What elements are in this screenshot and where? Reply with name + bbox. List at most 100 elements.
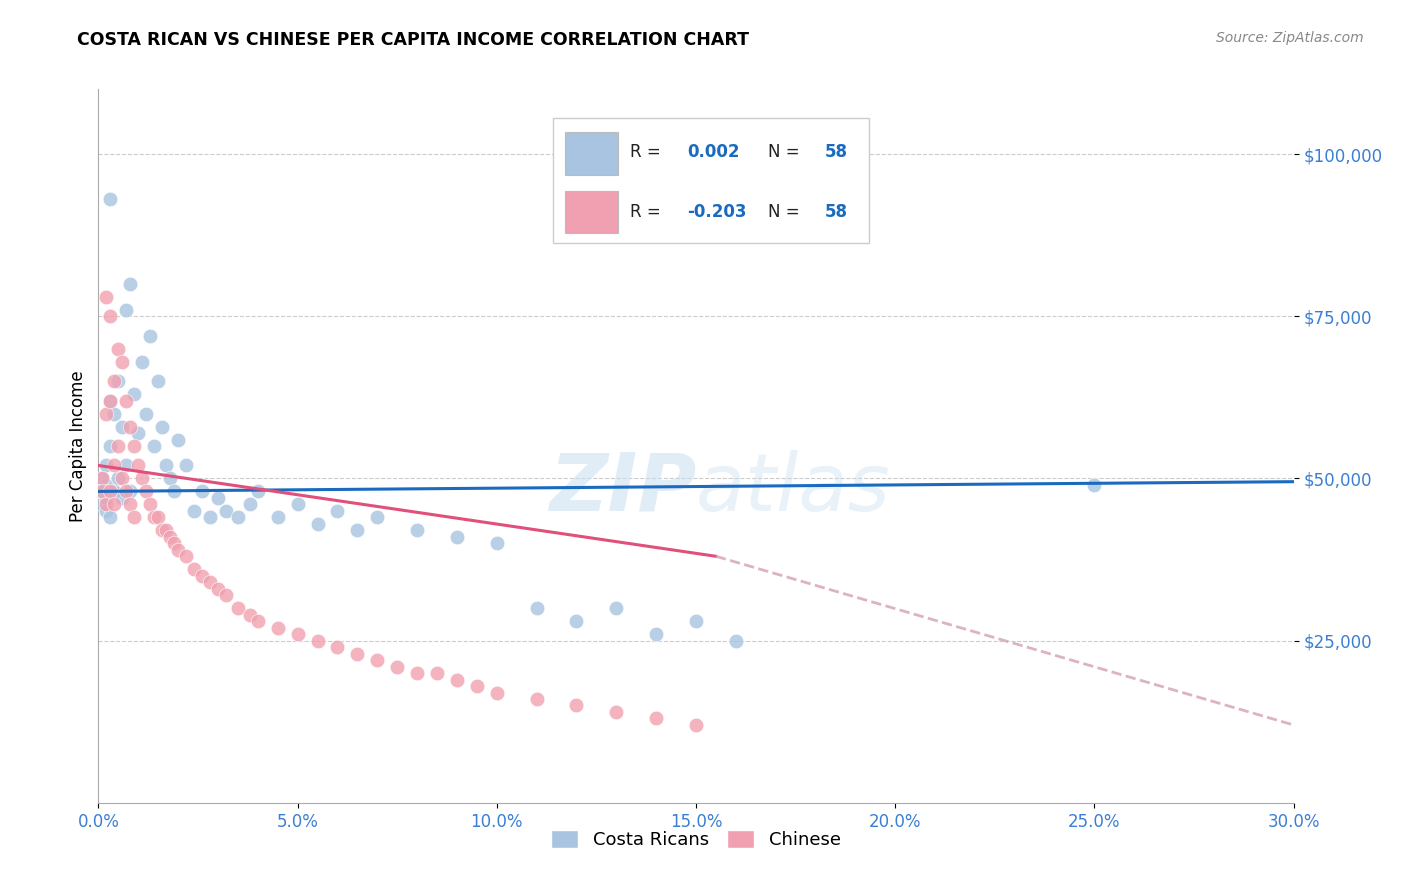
Point [96, 491, 118, 505]
Point [163, 484, 186, 499]
Point [163, 536, 186, 550]
Point [685, 718, 707, 732]
Text: 58: 58 [825, 143, 848, 161]
Text: R =: R = [630, 143, 666, 161]
Point [111, 491, 134, 505]
Point [115, 458, 138, 473]
Point [385, 659, 409, 673]
Point [148, 374, 170, 388]
Legend: Costa Ricans, Chinese: Costa Ricans, Chinese [543, 821, 849, 858]
Point [207, 582, 229, 596]
Point [98, 193, 122, 207]
Point [96, 407, 118, 421]
Point [96, 478, 118, 492]
Text: N =: N = [768, 143, 804, 161]
Point [485, 685, 508, 699]
Point [103, 458, 125, 473]
Point [159, 530, 181, 544]
Point [446, 673, 468, 687]
Point [226, 510, 249, 524]
Point [127, 425, 149, 440]
Point [239, 497, 262, 511]
Point [111, 354, 134, 368]
Point [103, 484, 125, 499]
Text: Source: ZipAtlas.com: Source: ZipAtlas.com [1216, 31, 1364, 45]
Point [326, 504, 349, 518]
Point [207, 491, 229, 505]
Point [215, 588, 238, 602]
Point [148, 510, 170, 524]
Point [645, 627, 668, 641]
Point [96, 497, 118, 511]
Point [446, 530, 468, 544]
Point [1083, 478, 1105, 492]
Point [465, 679, 488, 693]
Point [406, 666, 429, 681]
Point [307, 633, 329, 648]
Point [326, 640, 349, 654]
Point [565, 698, 588, 713]
Point [191, 484, 214, 499]
Point [605, 601, 627, 615]
Point [183, 504, 205, 518]
Point [526, 601, 548, 615]
Point [111, 471, 134, 485]
Point [135, 407, 157, 421]
Point [107, 374, 129, 388]
Point [526, 692, 548, 706]
Point [96, 458, 118, 473]
Point [91, 497, 114, 511]
Point [406, 524, 429, 538]
Point [98, 393, 122, 408]
Point [366, 653, 388, 667]
Point [96, 504, 118, 518]
Point [107, 342, 129, 356]
Point [107, 471, 129, 485]
Point [198, 510, 221, 524]
Point [120, 277, 142, 291]
Point [91, 471, 114, 485]
Point [267, 621, 290, 635]
Point [98, 439, 122, 453]
Point [103, 407, 125, 421]
Point [267, 510, 290, 524]
Point [565, 614, 588, 628]
Point [103, 374, 125, 388]
Point [98, 510, 122, 524]
Point [159, 471, 181, 485]
Point [167, 433, 190, 447]
Point [287, 497, 309, 511]
Point [485, 536, 508, 550]
Point [191, 568, 214, 582]
Point [115, 393, 138, 408]
Point [685, 614, 707, 628]
Point [226, 601, 249, 615]
Text: COSTA RICAN VS CHINESE PER CAPITA INCOME CORRELATION CHART: COSTA RICAN VS CHINESE PER CAPITA INCOME… [77, 31, 749, 49]
Y-axis label: Per Capita Income: Per Capita Income [69, 370, 87, 522]
Point [150, 419, 173, 434]
Point [215, 504, 238, 518]
Point [127, 458, 149, 473]
Text: N =: N = [768, 203, 804, 221]
Point [120, 497, 142, 511]
Point [107, 439, 129, 453]
Point [124, 510, 146, 524]
Point [346, 647, 368, 661]
Point [96, 290, 118, 304]
Point [103, 497, 125, 511]
Point [98, 310, 122, 324]
Point [131, 354, 153, 368]
Point [120, 419, 142, 434]
Point [115, 302, 138, 317]
Point [645, 711, 668, 725]
Point [174, 549, 197, 564]
Point [124, 439, 146, 453]
Point [724, 633, 747, 648]
Point [98, 484, 122, 499]
Point [198, 575, 221, 590]
Point [131, 471, 153, 485]
Point [124, 387, 146, 401]
Point [91, 471, 114, 485]
Point [346, 524, 368, 538]
Point [120, 484, 142, 499]
